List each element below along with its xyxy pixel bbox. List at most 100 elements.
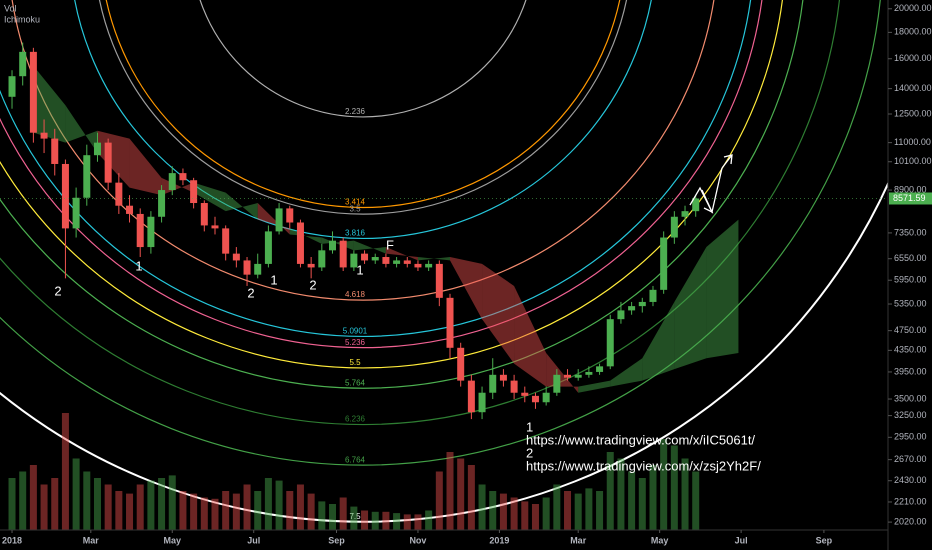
y-tick-label: 7350.00 bbox=[894, 227, 927, 237]
candle-body bbox=[361, 253, 369, 261]
wave-label: F bbox=[386, 237, 394, 252]
candle-body bbox=[606, 319, 614, 367]
candle-body bbox=[553, 374, 561, 393]
wave-label: 2 bbox=[54, 283, 61, 298]
candle-body bbox=[414, 263, 422, 268]
indicator-label: Vol bbox=[4, 3, 17, 13]
candle-body bbox=[264, 231, 272, 264]
candle-body bbox=[286, 208, 294, 223]
volume-bar bbox=[179, 491, 187, 530]
volume-bar bbox=[606, 452, 614, 530]
candle-body bbox=[499, 374, 507, 381]
y-tick-label: 11000.00 bbox=[894, 137, 931, 147]
volume-bar bbox=[243, 484, 251, 530]
candle-body bbox=[8, 76, 16, 97]
cloud-segment bbox=[610, 358, 643, 387]
volume-bar bbox=[264, 478, 272, 530]
x-tick-label: Mar bbox=[570, 535, 587, 545]
volume-bar bbox=[328, 504, 336, 530]
fib-arc-label: 5.5 bbox=[349, 358, 361, 367]
candle-body bbox=[350, 253, 358, 268]
candle-body bbox=[660, 237, 668, 290]
candle-body bbox=[435, 263, 443, 298]
volume-bar bbox=[638, 478, 646, 530]
cloud-segment bbox=[225, 192, 258, 220]
candle-body bbox=[478, 392, 486, 413]
volume-bar bbox=[286, 491, 294, 530]
candle-body bbox=[371, 257, 379, 261]
volume-bar bbox=[414, 514, 422, 530]
cloud-segment bbox=[353, 240, 386, 254]
x-tick-label: 2019 bbox=[489, 535, 509, 545]
fib-arc-label: 5.0901 bbox=[343, 327, 368, 336]
cloud-segment bbox=[33, 65, 66, 143]
volume-bar bbox=[553, 484, 561, 530]
candle-body bbox=[93, 142, 101, 156]
x-tick-label: Sep bbox=[328, 535, 345, 545]
last-price-label: 8571.59 bbox=[893, 193, 926, 203]
y-tick-label: 10100.00 bbox=[894, 156, 932, 166]
volume-bar bbox=[307, 493, 315, 530]
arrow-head bbox=[723, 154, 733, 165]
fib-arc-label: 6.764 bbox=[345, 455, 366, 464]
volume-bar bbox=[478, 484, 486, 530]
volume-bar bbox=[51, 478, 59, 530]
y-tick-label: 2020.00 bbox=[894, 516, 927, 526]
volume-bar bbox=[83, 471, 91, 530]
volume-bar bbox=[574, 493, 582, 530]
candle-body bbox=[72, 197, 80, 229]
candle-body bbox=[83, 155, 91, 198]
volume-bar bbox=[296, 484, 304, 530]
candle-body bbox=[564, 374, 572, 378]
candle-body bbox=[628, 306, 636, 311]
volume-bar bbox=[510, 497, 518, 530]
candle-body bbox=[200, 203, 208, 226]
candle-body bbox=[254, 263, 262, 275]
cloud-segment bbox=[289, 228, 322, 244]
volume-bar bbox=[40, 484, 48, 530]
x-tick-label: Sep bbox=[816, 535, 833, 545]
candle-body bbox=[168, 173, 176, 191]
volume bbox=[8, 413, 700, 530]
candle-body bbox=[670, 216, 678, 238]
volume-bar bbox=[403, 514, 411, 530]
fib-arc-label: 6.236 bbox=[345, 415, 366, 424]
x-tick-label: Nov bbox=[409, 535, 426, 545]
candles bbox=[8, 42, 700, 420]
volume-bar bbox=[211, 498, 219, 530]
candle-body bbox=[126, 205, 134, 214]
annotation: https://www.tradingview.com/x/iIC5061t/ bbox=[526, 432, 755, 447]
volume-bar bbox=[521, 501, 529, 530]
volume-bar bbox=[446, 452, 454, 530]
volume-bar bbox=[339, 497, 347, 530]
volume-bar bbox=[425, 510, 433, 530]
cloud-segment bbox=[450, 257, 483, 320]
candle-body bbox=[179, 173, 187, 181]
volume-bar bbox=[649, 465, 657, 530]
candle-body bbox=[29, 51, 37, 133]
y-tick-label: 3500.00 bbox=[894, 393, 927, 403]
volume-bar bbox=[371, 511, 379, 530]
fib-arc bbox=[105, 0, 621, 209]
volume-bar bbox=[168, 475, 176, 530]
volume-bar bbox=[681, 458, 689, 530]
y-tick-label: 20000.00 bbox=[894, 3, 932, 13]
volume-bar bbox=[489, 491, 497, 530]
volume-bar bbox=[104, 484, 112, 530]
volume-bar bbox=[361, 510, 369, 530]
candle-body bbox=[339, 240, 347, 268]
candle-body bbox=[232, 253, 240, 261]
candle-body bbox=[296, 222, 304, 264]
volume-bar bbox=[232, 493, 240, 530]
candle-body bbox=[692, 198, 700, 212]
candle-body bbox=[382, 257, 390, 264]
candle-body bbox=[446, 297, 454, 348]
y-tick-label: 3250.00 bbox=[894, 410, 927, 420]
y-tick-label: 12500.00 bbox=[894, 108, 932, 118]
candle-body bbox=[318, 250, 326, 268]
volume-bar bbox=[19, 471, 27, 530]
volume-bar bbox=[93, 478, 101, 530]
cloud-segment bbox=[385, 247, 418, 261]
volume-bar bbox=[393, 513, 401, 530]
